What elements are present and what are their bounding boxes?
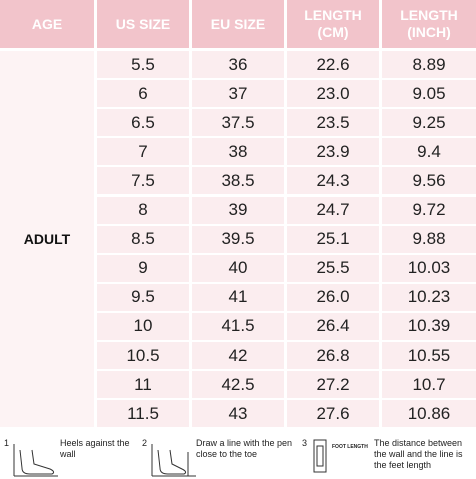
step-2: 2 Draw a line with the pen close to the …	[142, 434, 302, 478]
table-cell: 22.6	[287, 51, 379, 79]
header-cell: LENGTH (CM)	[287, 0, 379, 48]
table-cell: 8.89	[382, 51, 476, 79]
table-cell: 10.7	[382, 371, 476, 399]
header-cell: US SIZE	[97, 0, 189, 48]
table-cell: 9.5	[97, 283, 189, 311]
table-cell: 9.25	[382, 109, 476, 137]
step-text: Draw a line with the pen close to the to…	[196, 438, 293, 459]
table-cell: 26.8	[287, 342, 379, 370]
table-cell: 10.5	[97, 342, 189, 370]
table-cell: 6	[97, 80, 189, 108]
table-cell: 9.05	[382, 80, 476, 108]
step-text: The distance between the wall and the li…	[374, 438, 463, 470]
table-cell: 37	[192, 80, 284, 108]
table-cell: 10	[97, 312, 189, 340]
table-cell: 42.5	[192, 371, 284, 399]
table-cell: 10.03	[382, 254, 476, 282]
table-cell: 7	[97, 138, 189, 166]
table-cell: 10.23	[382, 283, 476, 311]
table-cell: 36	[192, 51, 284, 79]
step-icon	[313, 439, 327, 473]
table-cell: 7.5	[97, 167, 189, 195]
table-cell: 25.5	[287, 254, 379, 282]
table-cell: 40	[192, 254, 284, 282]
table-cell: 10.86	[382, 400, 476, 428]
header-cell: LENGTH (INCH)	[382, 0, 476, 48]
table-cell: 9.56	[382, 167, 476, 195]
table-cell: 38	[192, 138, 284, 166]
step-1: 1 Heels against the wall	[4, 434, 154, 478]
table-cell: 23.9	[287, 138, 379, 166]
icon-label: FOOT LENGTH	[332, 444, 368, 450]
table-cell: 9.4	[382, 138, 476, 166]
table-cell: 24.3	[287, 167, 379, 195]
table-cell: 23.5	[287, 109, 379, 137]
table-cell: 38.5	[192, 167, 284, 195]
table-cell: 23.0	[287, 80, 379, 108]
table-cell: 37.5	[192, 109, 284, 137]
table-cell: 8	[97, 196, 189, 224]
table-cell: 41	[192, 283, 284, 311]
step-text: Heels against the wall	[60, 438, 130, 459]
table-cell: 10.55	[382, 342, 476, 370]
table-cell: 39.5	[192, 225, 284, 253]
header-cell: AGE	[0, 0, 94, 48]
table-cell: 9.88	[382, 225, 476, 253]
table-cell: 5.5	[97, 51, 189, 79]
step-number: 2	[142, 438, 148, 448]
table-cell: 24.7	[287, 196, 379, 224]
table-cell: 26.4	[287, 312, 379, 340]
table-cell: 25.1	[287, 225, 379, 253]
table-cell: 27.6	[287, 400, 379, 428]
table-cell: 26.0	[287, 283, 379, 311]
step-number: 3	[302, 438, 308, 448]
table-cell: 27.2	[287, 371, 379, 399]
table-cell: 9	[97, 254, 189, 282]
step-3: 3 FOOT LENGTH The distance between the w…	[302, 434, 476, 478]
table-cell: 42	[192, 342, 284, 370]
table-cell: 11.5	[97, 400, 189, 428]
step-number: 1	[4, 438, 10, 448]
table-cell: 6.5	[97, 109, 189, 137]
step-icon	[151, 444, 196, 477]
step-icon	[13, 444, 58, 477]
table-cell: 43	[192, 400, 284, 428]
table-cell: 10.39	[382, 312, 476, 340]
group-cell: ADULT	[0, 51, 94, 428]
table-cell: 41.5	[192, 312, 284, 340]
table-cell: 8.5	[97, 225, 189, 253]
table-cell: 39	[192, 196, 284, 224]
header-cell: EU SIZE	[192, 0, 284, 48]
table-cell: 9.72	[382, 196, 476, 224]
table-cell: 11	[97, 371, 189, 399]
